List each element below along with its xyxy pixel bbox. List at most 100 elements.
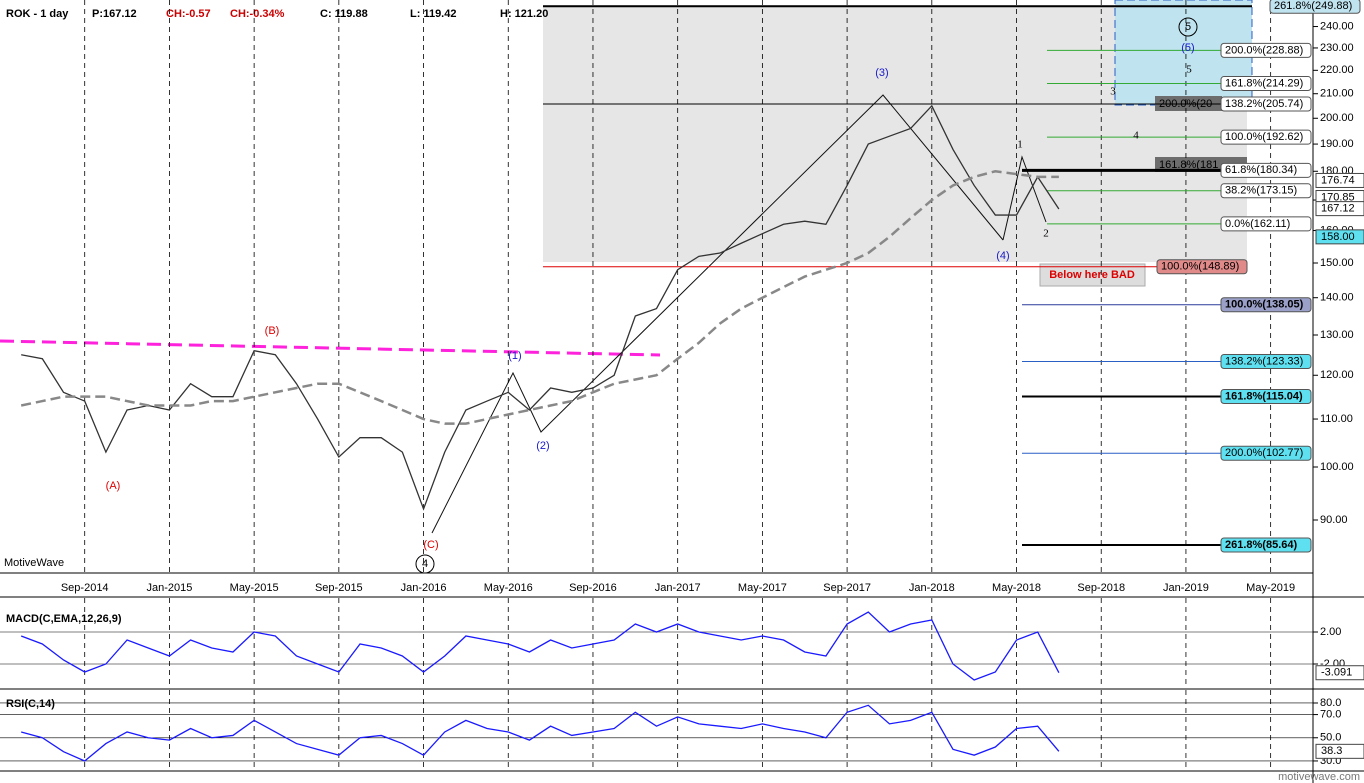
level-label: 200.0%(102.77) <box>1225 447 1303 459</box>
x-tick-label: Sep-2014 <box>61 582 109 594</box>
wave-path <box>431 94 1004 534</box>
level-box <box>1220 388 1312 404</box>
level-label: 100.0%(148.89) <box>1161 261 1239 273</box>
y-tick-label: 80.0 <box>1320 697 1341 709</box>
level-box <box>1220 297 1312 313</box>
level-box <box>1220 216 1312 232</box>
series-line <box>21 104 1060 511</box>
wave-circle <box>1178 17 1198 37</box>
note: Below here BAD <box>1049 269 1135 281</box>
wave-label: 4 <box>1133 130 1139 142</box>
level-label: 61.8%(180.34) <box>1225 164 1297 176</box>
y-tick-label: 70.0 <box>1320 708 1341 720</box>
level-box <box>1156 259 1248 275</box>
high: H: 121.20 <box>500 8 548 20</box>
level-box <box>1220 129 1312 145</box>
level-box <box>1220 537 1312 553</box>
level-box <box>1220 42 1312 58</box>
price-tag <box>1315 229 1364 245</box>
y-tick-label: 90.00 <box>1320 514 1348 526</box>
watermark: motivewave.com <box>1278 771 1360 783</box>
low: L: 119.42 <box>410 8 456 20</box>
level-box <box>1220 76 1312 92</box>
brand: MotiveWave <box>4 557 64 569</box>
series-line <box>20 169 1059 425</box>
x-tick-label: Jan-2018 <box>909 582 955 594</box>
wave-circle <box>415 554 435 574</box>
y-tick-label: 150.00 <box>1320 257 1354 269</box>
x-tick-label: May-2016 <box>484 582 533 594</box>
wave-label: 5 <box>1186 64 1192 76</box>
y-tick-label: 100.00 <box>1320 461 1354 473</box>
level-label: 38.2%(173.15) <box>1225 185 1297 197</box>
price-tag-label: 167.12 <box>1321 203 1355 215</box>
price-tag-label: 170.85 <box>1321 191 1355 203</box>
y-tick-label: 50.0 <box>1320 732 1341 744</box>
y-tick-label: 190.00 <box>1320 138 1354 150</box>
price-tag <box>1315 172 1364 188</box>
level-box <box>1220 183 1312 199</box>
price-tag-label: 158.00 <box>1321 231 1355 243</box>
level-label: 261.8%(249.88) <box>1274 0 1352 12</box>
change-pct: CH:-0.34% <box>230 8 285 20</box>
x-tick-label: Jan-2019 <box>1163 582 1209 594</box>
wave-label: 1 <box>1017 139 1023 151</box>
y-tick-label: 200.00 <box>1320 112 1354 124</box>
x-tick-label: Sep-2015 <box>315 582 363 594</box>
y-tick-label: 110.00 <box>1320 413 1353 425</box>
level-label: 100.0%(192.62) <box>1225 131 1303 143</box>
x-tick-label: Sep-2016 <box>569 582 617 594</box>
macd-title: MACD(C,EMA,12,26,9) <box>6 613 122 625</box>
x-tick-label: Sep-2017 <box>823 582 871 594</box>
wave-label: 3 <box>1110 86 1116 98</box>
x-tick-label: May-2015 <box>230 582 279 594</box>
price-tag-label: -3.091 <box>1321 667 1352 679</box>
trend-line <box>0 339 661 357</box>
y-tick-label: 120.00 <box>1320 369 1354 381</box>
price: P:167.12 <box>92 8 137 20</box>
change: CH:-0.57 <box>166 8 211 20</box>
y-tick-label: 230.00 <box>1320 42 1354 54</box>
level-box <box>1269 0 1361 14</box>
note-box <box>1039 263 1146 287</box>
level-label: 138.2%(123.33) <box>1225 355 1303 367</box>
y-tick-label: 140.00 <box>1320 292 1354 304</box>
level-label: 161.8%(115.04) <box>1225 390 1303 402</box>
header: ROK - 1 day P:167.12 CH:-0.57 CH:-0.34% … <box>6 8 548 20</box>
y-tick-label: 210.00 <box>1320 88 1354 100</box>
price-tag <box>1315 201 1364 217</box>
clipped-label: 161.8%(181 <box>1159 159 1218 171</box>
wave-label: 4 <box>422 558 428 570</box>
wave-label: 2 <box>1043 228 1049 240</box>
x-tick-label: Sep-2018 <box>1077 582 1125 594</box>
x-tick-label: May-2017 <box>738 582 787 594</box>
price-tag <box>1315 743 1364 759</box>
rsi-title: RSI(C,14) <box>6 698 55 710</box>
series-line <box>20 611 1060 681</box>
level-box <box>1220 96 1312 112</box>
close: C: 119.88 <box>320 8 368 20</box>
x-tick-label: Jan-2017 <box>655 582 701 594</box>
wave-label: (4) <box>996 250 1009 262</box>
wave-label: (5) <box>1181 42 1194 54</box>
level-box <box>1220 353 1312 369</box>
y-tick-label: 220.00 <box>1320 64 1354 76</box>
price-tag-label: 176.74 <box>1321 174 1355 186</box>
wave-label: (3) <box>875 67 888 79</box>
price-tag <box>1315 665 1364 681</box>
level-label: 100.0%(138.05) <box>1225 299 1304 311</box>
price-tag-label: 38.3 <box>1321 745 1342 757</box>
clipped-box <box>1155 96 1222 111</box>
x-tick-label: May-2018 <box>992 582 1041 594</box>
wave-path <box>1002 155 1047 241</box>
series-line <box>21 704 1060 762</box>
level-label: 161.8%(214.29) <box>1225 77 1303 89</box>
wave-label: (2) <box>536 440 549 452</box>
level-label: 138.2%(205.74) <box>1225 98 1303 110</box>
y-tick-label: 2.00 <box>1320 626 1341 638</box>
x-tick-label: Jan-2016 <box>401 582 447 594</box>
wave-label: 5 <box>1185 21 1191 33</box>
level-label: 261.8%(85.64) <box>1225 539 1297 551</box>
symbol: ROK - 1 day <box>6 8 69 20</box>
